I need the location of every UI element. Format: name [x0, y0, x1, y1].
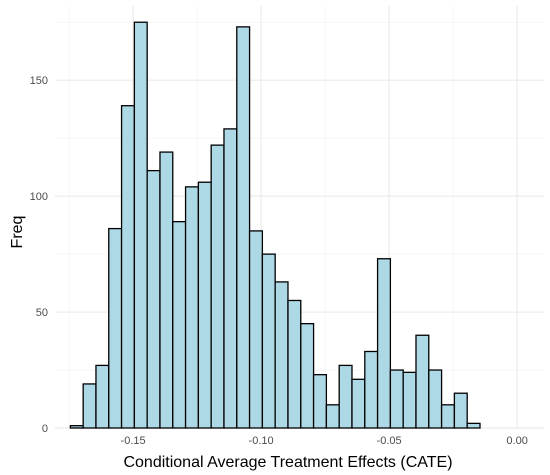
histogram-bar: [415, 334, 430, 429]
histogram-bar: [300, 323, 315, 429]
histogram-bar: [274, 281, 289, 429]
y-axis-ticks: 0 50 100 150: [30, 75, 48, 435]
histogram-bar: [287, 299, 302, 429]
histogram-bar: [453, 392, 468, 429]
y-axis-title: Freq: [9, 216, 26, 249]
histogram-bar: [146, 169, 161, 429]
histogram-bar: [95, 364, 110, 429]
histogram-bar: [261, 253, 276, 429]
x-tick-label: -0.15: [121, 435, 146, 447]
histogram-bar: [236, 26, 251, 429]
histogram-bar: [389, 369, 404, 429]
histogram-bar: [325, 404, 340, 429]
histogram-bars: [69, 21, 481, 429]
histogram-bar: [466, 422, 481, 429]
histogram-bar: [312, 374, 328, 429]
y-tick-label: 0: [42, 423, 48, 435]
histogram-bar: [402, 371, 417, 429]
histogram-bar: [440, 404, 456, 429]
histogram-bar: [338, 364, 353, 429]
histogram-bar: [172, 220, 187, 429]
histogram-bar: [108, 227, 123, 429]
x-axis-title: Conditional Average Treatment Effects (C…: [123, 454, 452, 471]
histogram-bar: [376, 258, 392, 429]
y-tick-label: 50: [36, 307, 48, 319]
x-tick-label: -0.05: [377, 435, 402, 447]
histogram-bar: [69, 425, 84, 429]
histogram-bar: [248, 230, 264, 429]
histogram-bar: [184, 186, 200, 429]
y-tick-label: 100: [30, 191, 48, 203]
histogram-bar: [197, 181, 212, 429]
histogram-bar: [223, 128, 238, 429]
x-axis-ticks: -0.15 -0.10 -0.05 0.00: [121, 435, 528, 447]
x-tick-label: 0.00: [506, 435, 527, 447]
x-tick-label: -0.10: [249, 435, 274, 447]
histogram-bar: [120, 105, 136, 429]
histogram-bar: [82, 383, 97, 429]
histogram-bar: [351, 378, 366, 429]
histogram-bar: [159, 151, 174, 429]
histogram-bar: [428, 369, 443, 429]
histogram-bar: [133, 21, 148, 429]
y-tick-label: 150: [30, 75, 48, 87]
histogram-bar: [364, 350, 379, 429]
histogram-bar: [210, 144, 225, 429]
